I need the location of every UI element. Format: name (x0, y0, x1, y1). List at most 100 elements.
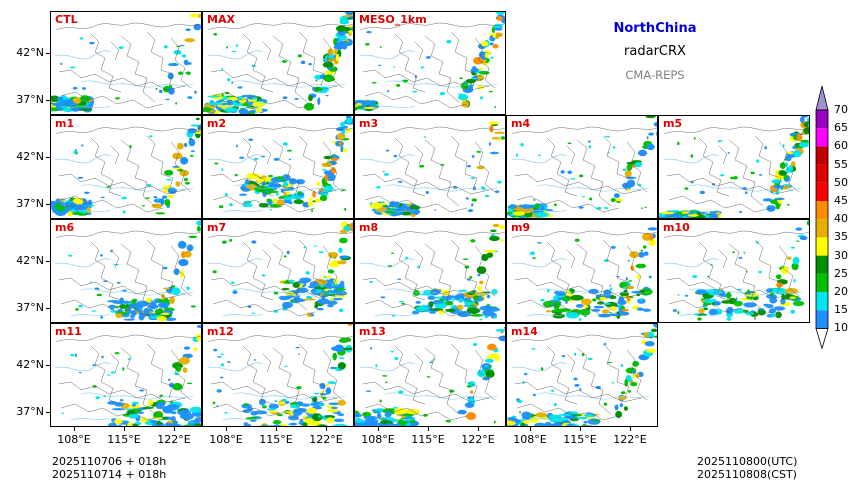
colorbar-level-label: 65 (834, 121, 848, 134)
latitude-label: 42°N (4, 150, 44, 163)
colorbar-level-label: 10 (834, 321, 848, 334)
latitude-label: 37°N (4, 301, 44, 314)
colorbar-segment (816, 165, 828, 183)
colorbar-segment (816, 310, 828, 328)
panel-map (507, 324, 658, 427)
latitude-label: 42°N (4, 46, 44, 59)
init-time-line-2: 2025110714 + 018h (52, 468, 166, 481)
panel-map (355, 220, 506, 323)
panel-map (355, 12, 506, 115)
ensemble-panel: MESO_1km (354, 11, 506, 115)
ensemble-panel: m8 (354, 219, 506, 323)
panel-map (659, 220, 810, 323)
panel-map (51, 116, 202, 219)
latitude-label: 37°N (4, 405, 44, 418)
latitude-tick (46, 412, 50, 413)
colorbar-level-label: 50 (834, 176, 848, 189)
longitude-label: 108°E (505, 433, 555, 446)
panel-label: m11 (55, 325, 82, 338)
valid-time-cst: 2025110808(CST) (697, 468, 797, 481)
ensemble-panel: MAX (202, 11, 354, 115)
ensemble-panel: m14 (506, 323, 658, 427)
panel-label: CTL (55, 13, 78, 26)
colorbar-segment (816, 146, 828, 164)
longitude-tick (174, 427, 175, 431)
latitude-label: 37°N (4, 197, 44, 210)
panel-label: m3 (359, 117, 378, 130)
panel-label: m5 (663, 117, 682, 130)
radar-echo-field (68, 220, 202, 321)
ensemble-panel: m10 (658, 219, 810, 323)
valid-time-utc: 2025110800(UTC) (697, 455, 797, 468)
panel-label: MAX (207, 13, 235, 26)
panel-label: m4 (511, 117, 530, 130)
colorbar-segment (816, 274, 828, 292)
panel-label: MESO_1km (359, 13, 427, 26)
ensemble-panel: m1 (50, 115, 202, 219)
panel-label: m1 (55, 117, 74, 130)
latitude-tick (46, 100, 50, 101)
ensemble-panel: m13 (354, 323, 506, 427)
radar-echo-field (369, 121, 505, 217)
ensemble-panel: m6 (50, 219, 202, 323)
colorbar-segment (816, 201, 828, 219)
latitude-tick (46, 261, 50, 262)
panel-map (507, 220, 658, 323)
radar-echo-field (370, 224, 506, 321)
panel-label: m14 (511, 325, 538, 338)
ensemble-panel: m4 (506, 115, 658, 219)
panel-map (203, 324, 354, 427)
ensemble-panel: m11 (50, 323, 202, 427)
radar-echo-field (51, 14, 202, 113)
colorbar-segment (816, 256, 828, 274)
longitude-tick (326, 427, 327, 431)
radar-echo-field (51, 116, 202, 216)
latitude-label: 42°N (4, 254, 44, 267)
panel-label: m9 (511, 221, 530, 234)
colorbar-segment (816, 292, 828, 310)
panel-map (203, 12, 354, 115)
panel-label: m10 (663, 221, 690, 234)
longitude-label: 122°E (605, 433, 655, 446)
colorbar-segment (816, 219, 828, 237)
panel-map (51, 12, 202, 115)
panel-label: m12 (207, 325, 234, 338)
panel-label: m2 (207, 117, 226, 130)
panel-label: m7 (207, 221, 226, 234)
longitude-label: 108°E (49, 433, 99, 446)
panel-map (355, 116, 506, 219)
latitude-tick (46, 204, 50, 205)
panel-label: m8 (359, 221, 378, 234)
radar-echo-field (214, 116, 354, 212)
longitude-label: 108°E (201, 433, 251, 446)
longitude-tick (630, 427, 631, 431)
longitude-tick (428, 427, 429, 431)
latitude-tick (46, 53, 50, 54)
colorbar-level-label: 25 (834, 267, 848, 280)
ensemble-panel: m3 (354, 115, 506, 219)
colorbar-segment (816, 110, 828, 128)
panel-map (203, 116, 354, 219)
longitude-label: 115°E (99, 433, 149, 446)
ensemble-panel: m7 (202, 219, 354, 323)
latitude-label: 42°N (4, 358, 44, 371)
valid-time-block: 2025110800(UTC) 2025110808(CST) (697, 455, 797, 481)
colorbar-segment (816, 128, 828, 146)
radar-echo-field (213, 221, 354, 317)
radar-echo-field (355, 12, 506, 111)
colorbar-level-label: 40 (834, 212, 848, 225)
ensemble-panel: CTL (50, 11, 202, 115)
latitude-tick (46, 308, 50, 309)
init-time-line-1: 2025110706 + 018h (52, 455, 166, 468)
radar-echo-field (213, 324, 354, 427)
panel-map (203, 220, 354, 323)
colorbar-level-label: 20 (834, 285, 848, 298)
longitude-tick (580, 427, 581, 431)
colorbar-level-label: 70 (834, 103, 848, 116)
longitude-label: 108°E (353, 433, 403, 446)
longitude-label: 122°E (149, 433, 199, 446)
longitude-tick (124, 427, 125, 431)
panel-map (51, 324, 202, 427)
longitude-tick (378, 427, 379, 431)
radar-echo-field (355, 327, 506, 427)
